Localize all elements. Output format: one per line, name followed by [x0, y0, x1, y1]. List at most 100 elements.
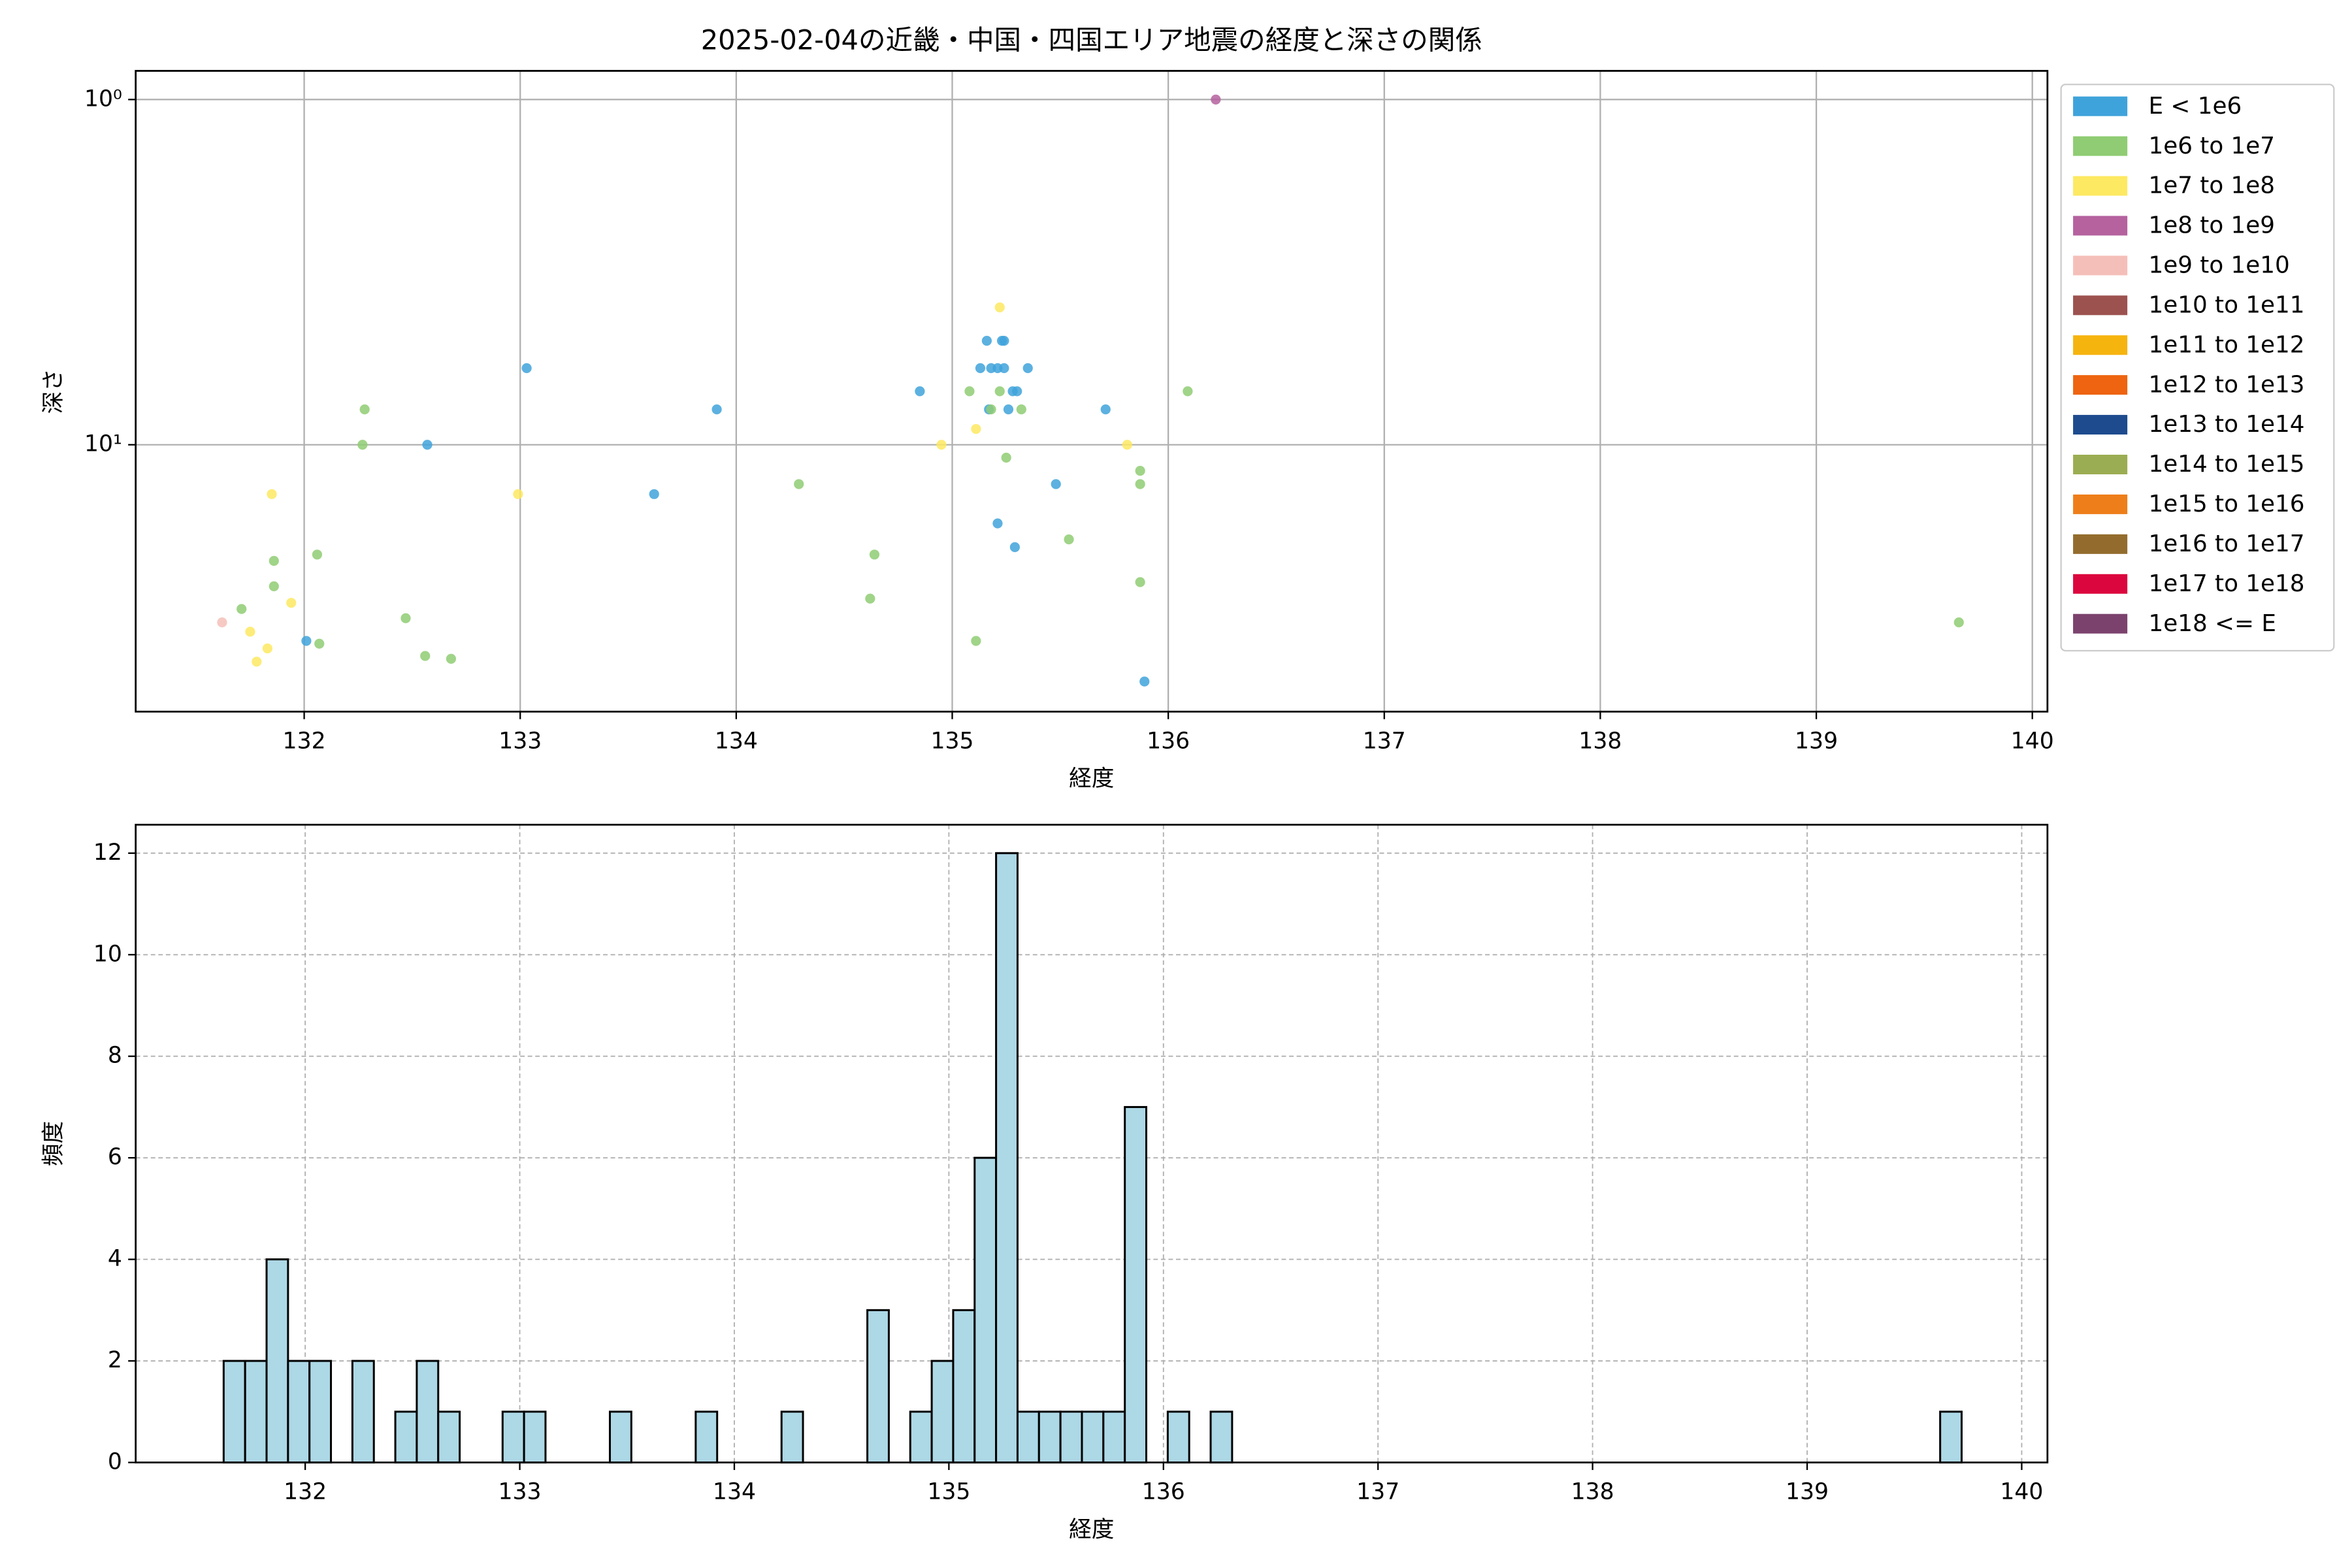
scatter-point [422, 440, 433, 450]
scatter-point [1100, 404, 1111, 415]
scatter-point [245, 627, 255, 637]
scatter-point [400, 613, 411, 623]
x-tick-label: 132 [283, 728, 326, 754]
histogram-bar [1939, 1411, 1963, 1463]
y-tick-label: 12 [93, 840, 122, 866]
scatter-point [252, 657, 262, 667]
legend-swatch [2073, 335, 2128, 355]
legend-label: 1e13 to 1e14 [2148, 411, 2304, 438]
legend-swatch [2073, 375, 2128, 395]
scatter-point [262, 643, 272, 654]
legend-label: 1e17 to 1e18 [2148, 570, 2304, 597]
scatter-point [1211, 94, 1221, 105]
legend-swatch [2073, 455, 2128, 474]
histogram-bar [995, 852, 1019, 1463]
scatter-point [994, 386, 1005, 397]
scatter-point [1139, 676, 1150, 687]
histogram-bar [694, 1411, 719, 1463]
x-tick-label: 138 [1571, 1479, 1614, 1505]
x-tick-label: 140 [2011, 728, 2054, 754]
x-tick-label: 135 [927, 1479, 970, 1505]
x-axis-label: 経度 [1069, 766, 1114, 792]
histogram-bar [437, 1411, 461, 1463]
scatter-point [269, 581, 279, 591]
y-tick-label: 10¹ [84, 431, 122, 457]
x-tick-label: 133 [498, 1479, 542, 1505]
scatter-point [1064, 534, 1074, 545]
legend-label: 1e14 to 1e15 [2148, 451, 2304, 478]
scatter-point [975, 363, 986, 374]
x-tick-label: 139 [1795, 728, 1838, 754]
scatter-point [996, 336, 1007, 346]
scatter-point [865, 593, 875, 604]
scatter-point [1016, 404, 1026, 415]
legend-box [2060, 84, 2335, 652]
legend-label: 1e6 to 1e7 [2148, 133, 2275, 159]
scatter-point [711, 404, 722, 415]
legend-swatch [2073, 613, 2128, 634]
x-axis-label: 経度 [1069, 1516, 1114, 1543]
histogram-bar [1081, 1411, 1105, 1463]
scatter-point [964, 386, 975, 397]
legend-swatch [2073, 176, 2128, 196]
histogram-bar [1037, 1411, 1062, 1463]
scatter-point [992, 518, 1003, 529]
y-tick-label: 0 [108, 1448, 122, 1475]
legend-label: 1e7 to 1e8 [2148, 172, 2275, 199]
scatter-point [217, 617, 227, 628]
histogram-bar [1124, 1105, 1148, 1463]
y-tick-label: 10 [93, 941, 122, 967]
scatter-point [1183, 386, 1193, 397]
scatter-point [794, 479, 804, 489]
scatter-point [971, 423, 981, 434]
legend-label: 1e16 to 1e17 [2148, 531, 2304, 557]
x-tick-label: 132 [284, 1479, 327, 1505]
scatter-point [359, 404, 370, 415]
scatter-point [981, 336, 992, 346]
scatter-point [1003, 404, 1014, 415]
y-tick-label: 4 [108, 1246, 122, 1272]
y-tick-label: 8 [108, 1043, 122, 1069]
scatter-point [971, 636, 981, 646]
x-tick-label: 135 [930, 728, 973, 754]
x-tick-label: 134 [713, 1479, 756, 1505]
x-tick-label: 138 [1578, 728, 1622, 754]
y-tick-label: 10⁰ [84, 86, 122, 112]
y-axis-label: 頻度 [41, 1121, 67, 1166]
x-tick-label: 133 [498, 728, 542, 754]
x-tick-label: 140 [2000, 1479, 2043, 1505]
histogram-bar [1209, 1411, 1233, 1463]
legend-label: 1e12 to 1e13 [2148, 371, 2304, 398]
x-tick-label: 137 [1356, 1479, 1399, 1505]
histogram-bar [909, 1411, 933, 1463]
legend-swatch [2073, 255, 2128, 276]
histogram-bar [244, 1360, 268, 1463]
legend-label: 1e15 to 1e16 [2148, 491, 2304, 517]
scatter-point [915, 386, 925, 397]
scatter-point [301, 636, 312, 646]
axes-frame [135, 823, 2049, 1463]
scatter-point [420, 651, 431, 661]
legend-label: 1e10 to 1e11 [2148, 291, 2304, 318]
scatter-point [994, 302, 1005, 313]
scatter-point [999, 363, 1009, 374]
legend-label: 1e8 to 1e9 [2148, 212, 2275, 239]
x-tick-label: 139 [1786, 1479, 1829, 1505]
scatter-point [1051, 479, 1061, 489]
scatter-point [1135, 577, 1145, 587]
histogram-bar [523, 1411, 547, 1463]
histogram-bar [287, 1360, 311, 1463]
legend-swatch [2073, 96, 2128, 116]
scatter-point [267, 489, 277, 499]
legend-label: 1e9 to 1e10 [2148, 252, 2289, 279]
histogram-bar [866, 1309, 890, 1463]
legend-label: E < 1e6 [2148, 93, 2242, 120]
axes-frame [135, 70, 2049, 713]
legend-swatch [2073, 295, 2128, 316]
histogram-bar [222, 1360, 246, 1463]
scatter-point [869, 549, 880, 560]
histogram-bar [1059, 1411, 1083, 1463]
scatter-point [513, 489, 523, 499]
